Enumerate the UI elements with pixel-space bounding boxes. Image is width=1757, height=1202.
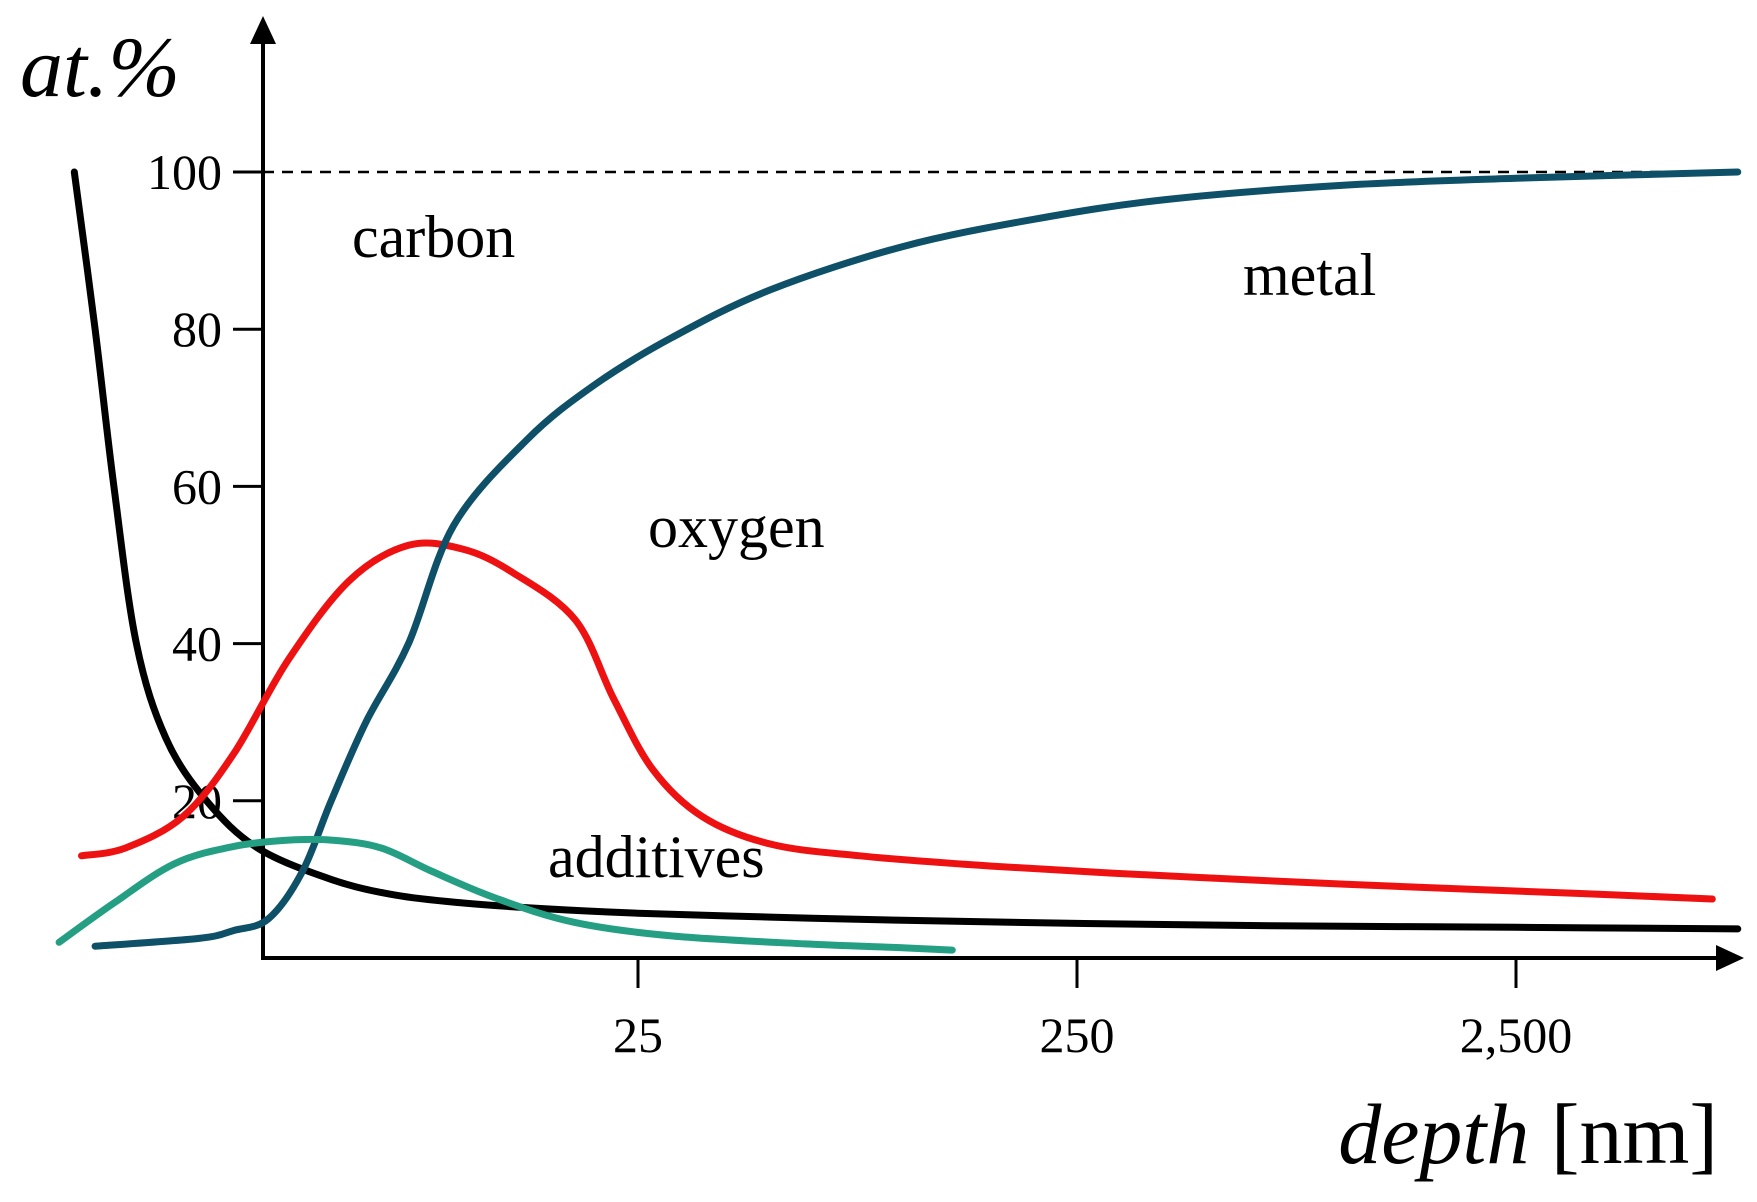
x-axis-title: depth [nm] <box>1338 1086 1718 1182</box>
x-axis-arrow <box>1716 945 1744 971</box>
x-tick-label-250: 250 <box>1040 1007 1115 1063</box>
series-label-oxygen: oxygen <box>648 494 825 560</box>
series-lines <box>55 168 1742 954</box>
series-line-additives <box>55 835 956 954</box>
series-label-metal: metal <box>1243 242 1376 308</box>
x-tick-label-25: 25 <box>613 1007 663 1063</box>
series-line-carbon <box>70 168 1742 933</box>
y-tick-label-100: 100 <box>147 144 222 200</box>
series-line-oxygen <box>78 539 1716 903</box>
y-tick-label-60: 60 <box>172 458 222 514</box>
y-tick-label-40: 40 <box>172 616 222 672</box>
y-axis-arrow <box>250 16 276 44</box>
x-axis-title-quantity: depth <box>1338 1086 1529 1182</box>
x-axis-ticks: 25 250 2,500 <box>613 958 1572 1063</box>
x-axis-title-spacer <box>1529 1086 1551 1182</box>
y-tick-label-80: 80 <box>172 301 222 357</box>
series-label-carbon: carbon <box>352 204 515 270</box>
x-axis-title-unit: [nm] <box>1551 1086 1718 1182</box>
y-axis-title: at.% <box>20 19 180 115</box>
series-line-metal <box>91 168 1742 950</box>
x-tick-label-2500: 2,500 <box>1460 1007 1573 1063</box>
series-label-additives: additives <box>548 824 765 890</box>
